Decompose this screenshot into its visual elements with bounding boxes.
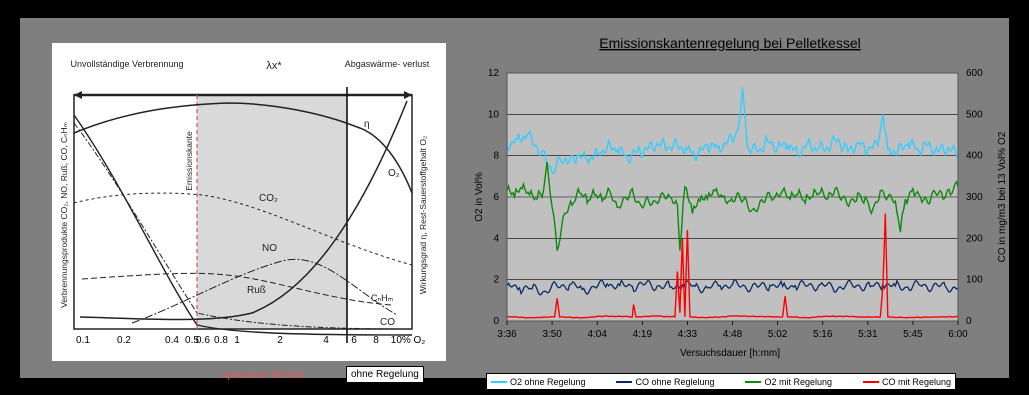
legend-swatch: [745, 380, 762, 383]
arrow-head-right: [404, 91, 412, 99]
legend-item-o2-with: O2 mit Regelung: [745, 377, 832, 387]
x-axis-label: Versuchsdauer [h:mm]: [680, 348, 780, 359]
y2-axis-label: CO in mg/m3 bei 13 Vol% O2: [997, 131, 1008, 262]
y-axis-left-label: Verbrennungsprodukte CO₂, NO, Ruß, CO, C…: [59, 121, 69, 308]
x-tick-label: 4:19: [633, 329, 653, 340]
y2-tick-label: 600: [966, 68, 983, 79]
y-tick-label: 2: [493, 275, 499, 286]
x-tick-0.4: 0.4: [165, 335, 179, 346]
x-tick-0.6: 0.6: [196, 335, 210, 346]
x-tick-label: 4:04: [587, 329, 607, 340]
x-tick-1: 1: [234, 335, 240, 346]
x-tick-0.2: 0.2: [117, 335, 131, 346]
co2-curve: [73, 192, 413, 266]
efficiency-curve: [73, 102, 358, 134]
optimum-region-shade: [197, 95, 347, 329]
y-tick-label: 6: [493, 192, 499, 203]
legend-label: O2 mit Regelung: [764, 376, 833, 387]
x-tick-0.8: 0.8: [214, 335, 228, 346]
soot-curve-steep: [73, 122, 413, 330]
y-tick-label: 8: [493, 151, 499, 162]
x-tick-label: 3:50: [542, 329, 562, 340]
legend-swatch: [616, 380, 633, 383]
legend-item-co-with: CO mit Regelung: [862, 376, 951, 387]
y-axis-right-label: Wirkungsgrad η, Rest-Sauerstoffgehalt O₂: [418, 136, 428, 295]
label-lambda: λx*: [266, 60, 282, 72]
x-tick-10-o2: 10% O₂: [391, 335, 426, 346]
soot-curve: [81, 272, 393, 306]
caption-optimized-operation: optimierter Betrieb: [222, 370, 304, 381]
label-eta: η: [364, 119, 370, 130]
y2-tick-label: 400: [966, 151, 983, 162]
label-no: NO: [262, 243, 277, 254]
caption-without-control: ohne Regelung: [346, 366, 424, 383]
x-tick-label: 5:16: [813, 329, 833, 340]
legend-label: O2 ohne Regelung: [510, 376, 586, 387]
no-curve: [131, 258, 398, 324]
y-tick-label: 0: [493, 316, 499, 327]
chart-title: Emissionskantenregelung bei Pelletkessel: [599, 35, 860, 51]
label-exhaust-loss: Abgaswärme- verlust: [345, 59, 430, 69]
x-tick-label: 4:48: [723, 329, 743, 340]
legend-label: CO ohne Reglelung: [635, 376, 715, 387]
x-ticks: 3:36 3:50 4:04 4:19 4:33 4:48 5:02 5:16 5:31 5:45…: [497, 321, 968, 340]
x-tick-label: 5:02: [768, 329, 788, 340]
co-curve: [73, 114, 413, 336]
series-lines: [506, 87, 959, 319]
y2-tick-label: 500: [966, 109, 983, 120]
emission-edge-label: Emissionskante: [184, 131, 194, 191]
chart-legend: O2 ohne Regelung CO ohne Reglelung O2 mi…: [486, 373, 956, 390]
y-axis-label: O2 in Vol%: [474, 172, 485, 222]
legend-item-co-without: CO ohne Reglelung: [616, 376, 715, 387]
x-tick-label: 5:45: [903, 329, 923, 340]
y2-tick-label: 0: [966, 316, 972, 327]
series-line-3: [506, 161, 959, 251]
label-cnhm: CₙHₘ: [371, 293, 394, 303]
x-tick-label: 4:33: [678, 329, 698, 340]
label-o2: O₂: [388, 168, 400, 179]
x-tick-8: 8: [373, 335, 379, 346]
y2-tick-label: 300: [966, 192, 983, 203]
combustion-diagram: Unvollständige Verbrennung λx* Abgaswärm…: [52, 43, 446, 361]
y2-tick-label: 200: [966, 233, 983, 244]
label-incomplete-combustion: Unvollständige Verbrennung: [70, 59, 183, 69]
y-tick-label: 12: [488, 68, 500, 79]
arrow-head-left: [74, 91, 82, 99]
series-line-1: [506, 87, 959, 175]
x-tick-0.1: 0.1: [76, 335, 90, 346]
series-line-4: [506, 213, 959, 319]
efficiency-curve-tail: [356, 126, 413, 194]
x-tick-label: 3:36: [497, 329, 517, 340]
x-tick-2: 2: [277, 335, 283, 346]
legend-item-o2-without: O2 ohne Regelung: [491, 377, 586, 387]
legend-label: CO mit Regelung: [881, 376, 951, 387]
x-tick-6: 6: [351, 335, 357, 346]
o2-curve: [79, 100, 408, 321]
x-tick-4: 4: [323, 335, 329, 346]
label-co2: CO₂: [259, 193, 278, 204]
label-soot: Ruß: [247, 285, 266, 296]
x-tick-label: 5:31: [858, 329, 878, 340]
x-tick-0.5: 0.5: [185, 335, 199, 346]
x-tick-label: 6:00: [948, 329, 968, 340]
y-tick-label: 10: [488, 109, 500, 120]
label-co: CO: [380, 317, 395, 328]
emission-chart: Emissionskantenregelung bei Pelletkessel…: [474, 35, 1008, 359]
y-tick-label: 4: [493, 233, 499, 244]
y2-tick-label: 100: [966, 275, 983, 286]
legend-swatch: [862, 380, 879, 383]
y-ticks-left: 0 2 4 6 8 10 12: [488, 68, 500, 327]
y-ticks-right: 0 100 200 300 400 500 600: [966, 68, 983, 327]
legend-swatch: [491, 380, 507, 383]
